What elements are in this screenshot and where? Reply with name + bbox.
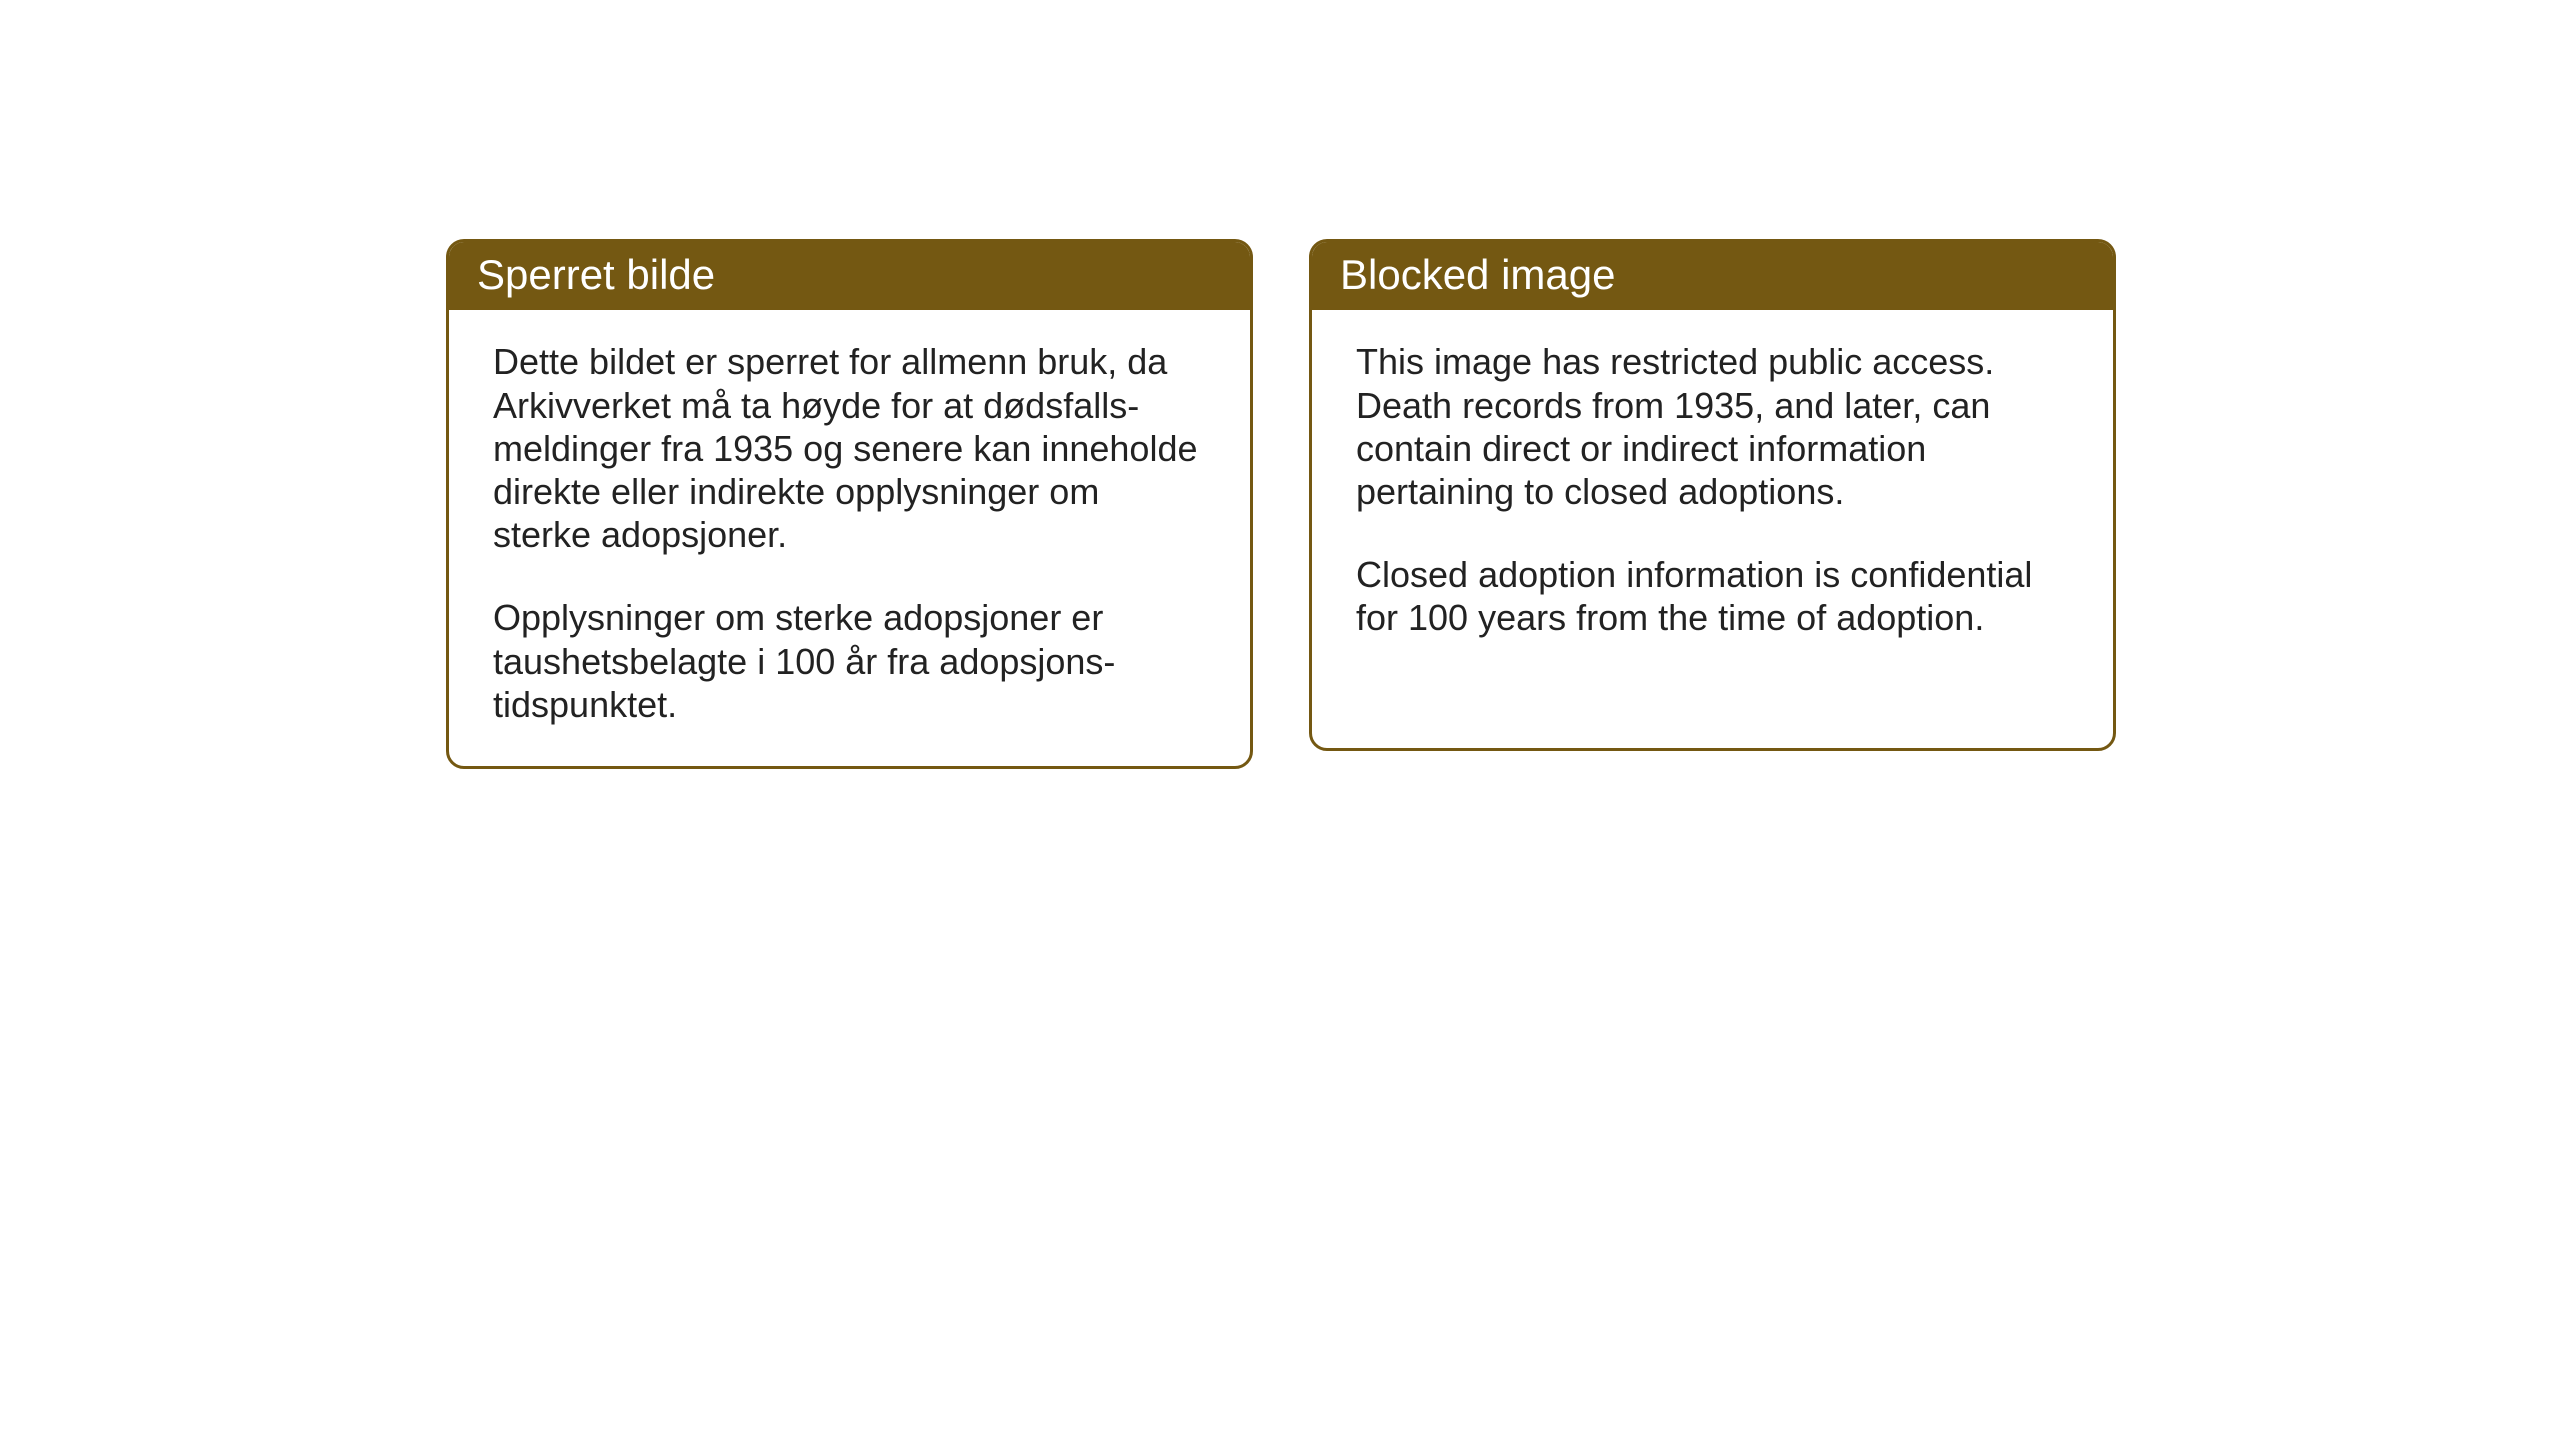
card-title-english: Blocked image — [1340, 251, 1615, 298]
card-paragraph-norwegian-1: Dette bildet er sperret for allmenn bruk… — [493, 340, 1206, 556]
notice-card-english: Blocked image This image has restricted … — [1309, 239, 2116, 751]
card-title-norwegian: Sperret bilde — [477, 251, 715, 298]
notice-cards-container: Sperret bilde Dette bildet er sperret fo… — [446, 239, 2116, 769]
card-body-norwegian: Dette bildet er sperret for allmenn bruk… — [449, 310, 1250, 766]
card-header-norwegian: Sperret bilde — [449, 242, 1250, 310]
card-paragraph-english-2: Closed adoption information is confident… — [1356, 553, 2069, 639]
notice-card-norwegian: Sperret bilde Dette bildet er sperret fo… — [446, 239, 1253, 769]
card-header-english: Blocked image — [1312, 242, 2113, 310]
card-body-english: This image has restricted public access.… — [1312, 310, 2113, 679]
card-paragraph-english-1: This image has restricted public access.… — [1356, 340, 2069, 513]
card-paragraph-norwegian-2: Opplysninger om sterke adopsjoner er tau… — [493, 596, 1206, 726]
